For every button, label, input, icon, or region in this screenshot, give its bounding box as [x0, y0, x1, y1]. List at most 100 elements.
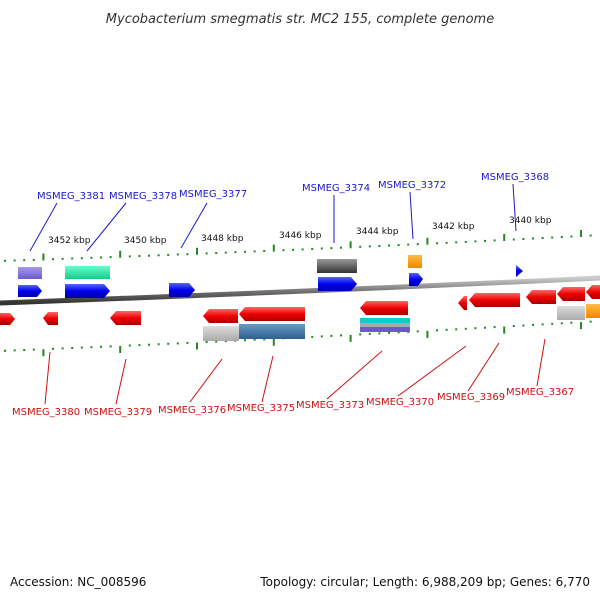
- kbp-label: 3450 kbp: [124, 236, 167, 246]
- gene-arrow-msmeg-3376[interactable]: [203, 309, 238, 323]
- tick-major: [503, 234, 506, 241]
- tick-minor: [484, 326, 486, 329]
- tick-minor: [263, 338, 266, 341]
- tick-minor: [320, 335, 323, 338]
- gene-label-msmeg-3372[interactable]: MSMEG_3372: [378, 180, 446, 191]
- tick-minor: [436, 242, 438, 245]
- tick-minor: [551, 236, 554, 239]
- feature-box-3374[interactable]: [317, 259, 357, 273]
- gene-arrow-msmeg-3369[interactable]: [469, 293, 520, 307]
- tick-minor: [455, 328, 458, 331]
- gene-arrow-msmeg-3365-partial[interactable]: [586, 285, 600, 299]
- tick-major: [580, 322, 582, 330]
- gene-label-msmeg-3375[interactable]: MSMEG_3375: [227, 403, 295, 414]
- tick-minor: [388, 331, 390, 334]
- top-leader-lines: [29, 183, 517, 252]
- gene-arrow-msmeg-3374[interactable]: [318, 277, 357, 291]
- feature-box-3373-b[interactable]: [360, 323, 410, 327]
- tick-minor: [157, 343, 160, 346]
- gene-label-msmeg-3377[interactable]: MSMEG_3377: [179, 189, 247, 200]
- kbp-label: 3448 kbp: [201, 234, 244, 244]
- tick-minor: [244, 250, 246, 253]
- tick-minor: [311, 248, 314, 250]
- tick-major: [580, 230, 582, 237]
- tick-minor: [4, 259, 6, 262]
- tick-minor: [138, 255, 141, 257]
- tick-minor: [474, 327, 477, 330]
- tick-minor: [215, 252, 218, 254]
- feature-box-3373-a[interactable]: [360, 318, 410, 323]
- gene-label-msmeg-3381[interactable]: MSMEG_3381: [37, 191, 105, 202]
- tick-minor: [359, 245, 362, 248]
- kbp-label: 3446 kbp: [279, 231, 322, 241]
- gene-arrow-msmeg-3366[interactable]: [557, 287, 585, 301]
- tick-minor: [512, 238, 515, 241]
- feature-box-3365[interactable]: [586, 304, 600, 318]
- gene-arrow-msmeg-3372[interactable]: [409, 273, 423, 286]
- tick-minor: [397, 331, 400, 334]
- tick-minor: [23, 349, 26, 351]
- tick-minor: [205, 341, 208, 343]
- gene-label-msmeg-3370[interactable]: MSMEG_3370: [366, 397, 434, 408]
- tick-minor: [368, 245, 371, 248]
- gene-arrow-msmeg-3377[interactable]: [169, 283, 195, 297]
- gene-arrow-msmeg-3380[interactable]: [43, 312, 58, 325]
- gene-arrow-msmeg-3367[interactable]: [526, 290, 556, 304]
- gene-label-msmeg-3380[interactable]: MSMEG_3380: [12, 407, 80, 418]
- tick-minor: [340, 246, 342, 249]
- tick-minor: [71, 257, 74, 260]
- tick-minor: [474, 240, 477, 243]
- feature-box-3375[interactable]: [239, 324, 305, 339]
- gene-label-msmeg-3368[interactable]: MSMEG_3368: [481, 172, 549, 183]
- tick-minor: [128, 344, 131, 347]
- tick-major: [119, 346, 122, 353]
- gene-label-msmeg-3378[interactable]: MSMEG_3378: [109, 191, 177, 202]
- kbp-label: 3442 kbp: [432, 222, 475, 232]
- feature-box-3366[interactable]: [557, 306, 585, 320]
- feature-box-3376[interactable]: [203, 326, 239, 341]
- gene-arrow-msmeg-3373[interactable]: [360, 301, 408, 315]
- tick-major: [196, 342, 198, 350]
- kbp-label: 3452 kbp: [48, 236, 91, 246]
- gene-label-msmeg-3376[interactable]: MSMEG_3376: [158, 405, 226, 416]
- feature-box-3373-c[interactable]: [360, 327, 410, 332]
- feature-box-3372[interactable]: [408, 255, 422, 268]
- gene-label-msmeg-3369[interactable]: MSMEG_3369: [437, 392, 505, 403]
- tick-minor: [282, 249, 285, 252]
- gene-label-msmeg-3373[interactable]: MSMEG_3373: [296, 400, 364, 411]
- feature-box-3381[interactable]: [18, 267, 42, 279]
- tick-major: [349, 334, 352, 342]
- gene-arrow-msmeg-3368[interactable]: [516, 265, 523, 277]
- gene-label-msmeg-3379[interactable]: MSMEG_3379: [84, 407, 152, 418]
- tick-minor: [71, 347, 74, 349]
- gene-label-msmeg-3367[interactable]: MSMEG_3367: [506, 387, 574, 398]
- gene-arrow-msmeg-3381[interactable]: [18, 285, 42, 297]
- tick-minor: [532, 323, 534, 326]
- gene-arrow-msmeg-3375[interactable]: [239, 307, 305, 321]
- tick-minor: [80, 257, 83, 260]
- tick-minor: [23, 259, 26, 262]
- tick-minor: [378, 245, 381, 247]
- tick-minor: [138, 344, 141, 347]
- tick-minor: [52, 347, 54, 350]
- tick-minor: [109, 345, 112, 348]
- bottom-tick-track: [4, 320, 592, 357]
- gene-arrow-msmeg-3378[interactable]: [65, 284, 110, 298]
- tick-minor: [330, 334, 333, 337]
- tick-minor: [263, 250, 266, 252]
- tick-major: [42, 349, 45, 357]
- gene-arrow-msmeg-3379[interactable]: [110, 311, 141, 325]
- feature-box-3378[interactable]: [65, 266, 110, 279]
- tick-major: [119, 250, 122, 258]
- tick-major: [42, 253, 45, 261]
- tick-minor: [320, 247, 323, 250]
- tick-minor: [52, 258, 54, 261]
- gene-arrow-msmeg-3380-partial[interactable]: [0, 313, 15, 325]
- tick-minor: [464, 240, 467, 243]
- tick-major: [272, 338, 275, 346]
- gene-arrow-msmeg-3370[interactable]: [458, 296, 467, 310]
- tick-minor: [560, 322, 563, 325]
- gene-label-msmeg-3374[interactable]: MSMEG_3374: [302, 183, 370, 194]
- tick-major: [503, 326, 506, 334]
- tick-minor: [148, 343, 150, 346]
